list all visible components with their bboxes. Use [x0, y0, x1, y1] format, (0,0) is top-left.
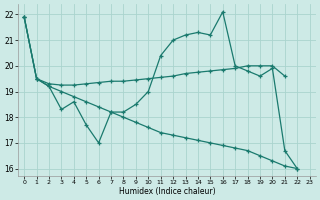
- X-axis label: Humidex (Indice chaleur): Humidex (Indice chaleur): [119, 187, 215, 196]
